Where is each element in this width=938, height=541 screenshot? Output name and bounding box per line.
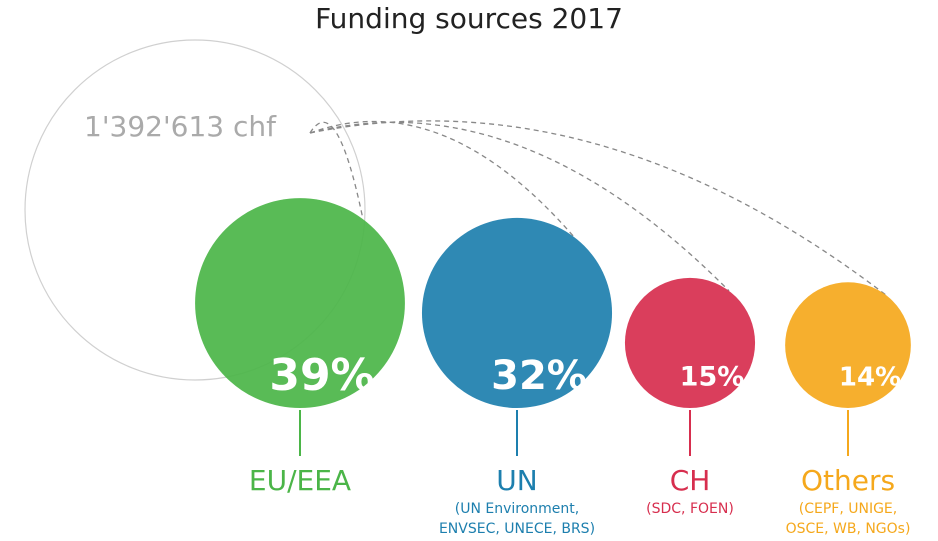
page: {"chart_data": {"type": "bubble", "title… <box>0 0 938 541</box>
value-label: 32% <box>491 353 587 399</box>
category-label: EU/EEA <box>249 464 351 497</box>
chart: Funding sources 2017 1'392'613 chf 39% EU… <box>0 0 938 541</box>
value-label: 14% <box>839 363 901 393</box>
category-label: CH <box>670 464 711 497</box>
value-label: 15% <box>680 362 745 393</box>
category-detail: (CEPF, UNIGE, <box>799 501 897 517</box>
chart-title: Funding sources 2017 <box>315 2 623 35</box>
value-label: 39% <box>269 350 374 401</box>
category-label: Others <box>801 464 895 497</box>
total-label: 1'392'613 chf <box>84 110 277 143</box>
category-detail: ENVSEC, UNECE, BRS) <box>439 521 595 537</box>
category-label: UN <box>496 464 537 497</box>
category-detail: OSCE, WB, NGOs) <box>786 521 911 537</box>
category-detail: (UN Environment, <box>455 501 579 517</box>
category-detail: (SDC, FOEN) <box>646 501 734 517</box>
